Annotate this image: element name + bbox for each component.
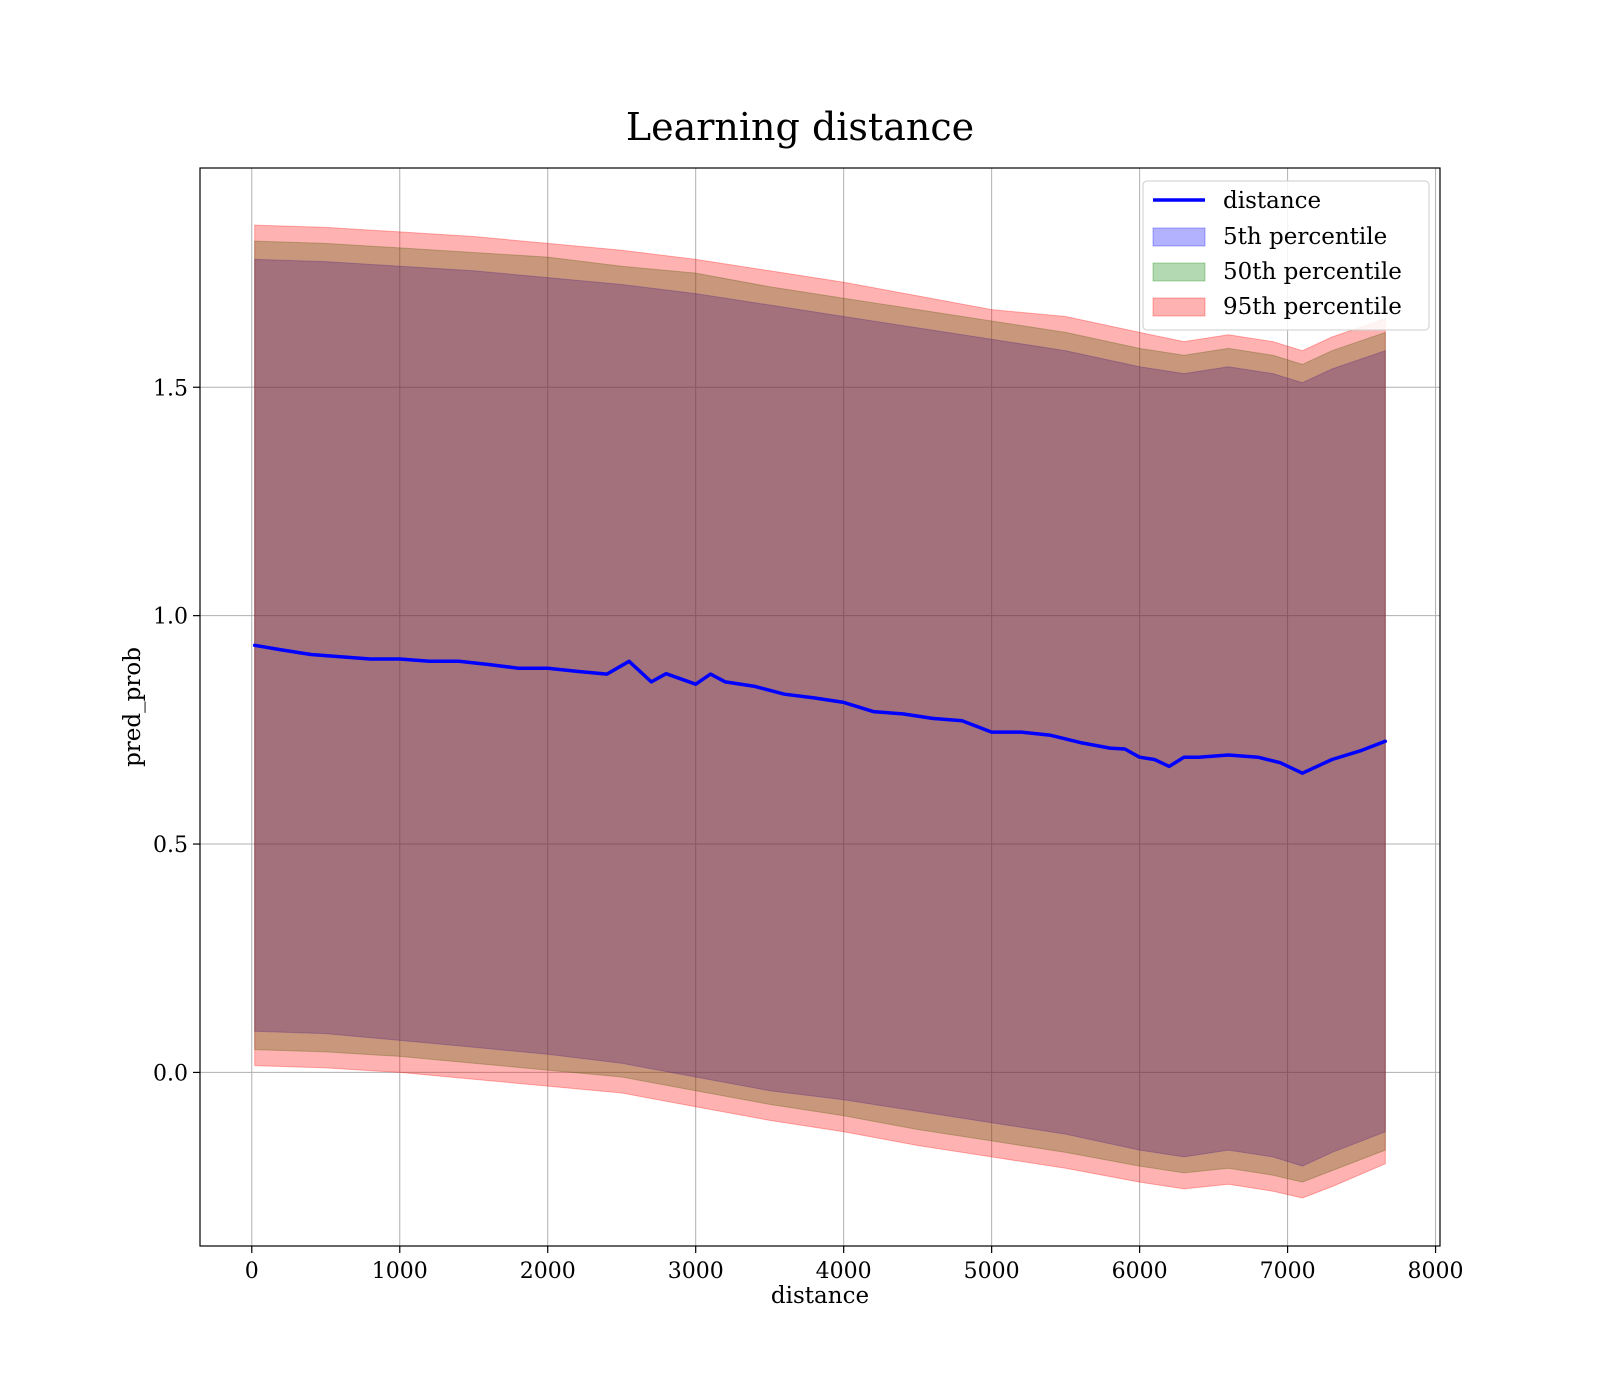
y-tick-label: 1.0 bbox=[153, 605, 188, 630]
distance-line-layer bbox=[252, 643, 1388, 775]
x-axis-label: distance bbox=[771, 1283, 869, 1309]
x-tick-label: 4000 bbox=[816, 1259, 872, 1284]
x-tick-label: 2000 bbox=[520, 1259, 576, 1284]
legend-label-95th: 95th percentile bbox=[1223, 294, 1402, 320]
x-tick-label: 0 bbox=[245, 1259, 259, 1284]
grid bbox=[200, 168, 1440, 1246]
y-tick-label: 1.5 bbox=[153, 376, 188, 401]
axis-ticks: 0 1000 2000 3000 4000 5000 6000 7000 8000 0.0 0.5 1… bbox=[153, 376, 1464, 1284]
x-tick-label: 6000 bbox=[1112, 1259, 1168, 1284]
distance-line bbox=[252, 643, 1388, 775]
chart-title: Learning distance bbox=[626, 105, 974, 149]
percentile-bands bbox=[254, 224, 1386, 1199]
y-tick-label: 0.0 bbox=[153, 1061, 188, 1086]
x-tick-label: 5000 bbox=[964, 1259, 1020, 1284]
band-95th-percentile bbox=[254, 224, 1386, 1199]
plot-frame bbox=[199, 167, 1441, 1247]
y-axis-label: pred_prob bbox=[120, 647, 146, 767]
band-50th-percentile bbox=[254, 240, 1386, 1183]
legend-label-5th: 5th percentile bbox=[1223, 224, 1387, 250]
legend-swatch-5th bbox=[1152, 227, 1206, 247]
x-tick-label: 7000 bbox=[1260, 1259, 1316, 1284]
legend-label-distance: distance bbox=[1223, 188, 1321, 214]
x-tick-label: 3000 bbox=[668, 1259, 724, 1284]
legend-swatch-50th bbox=[1152, 262, 1206, 282]
band-5th-percentile bbox=[254, 258, 1386, 1167]
legend-label-50th: 50th percentile bbox=[1223, 259, 1402, 285]
legend-swatch-95th bbox=[1152, 297, 1206, 317]
legend-box bbox=[1142, 180, 1430, 331]
x-tick-label: 1000 bbox=[372, 1259, 428, 1284]
legend: distance 5th percentile 50th percentile … bbox=[1142, 180, 1430, 331]
y-tick-label: 0.5 bbox=[153, 833, 188, 858]
x-tick-label: 8000 bbox=[1408, 1259, 1464, 1284]
